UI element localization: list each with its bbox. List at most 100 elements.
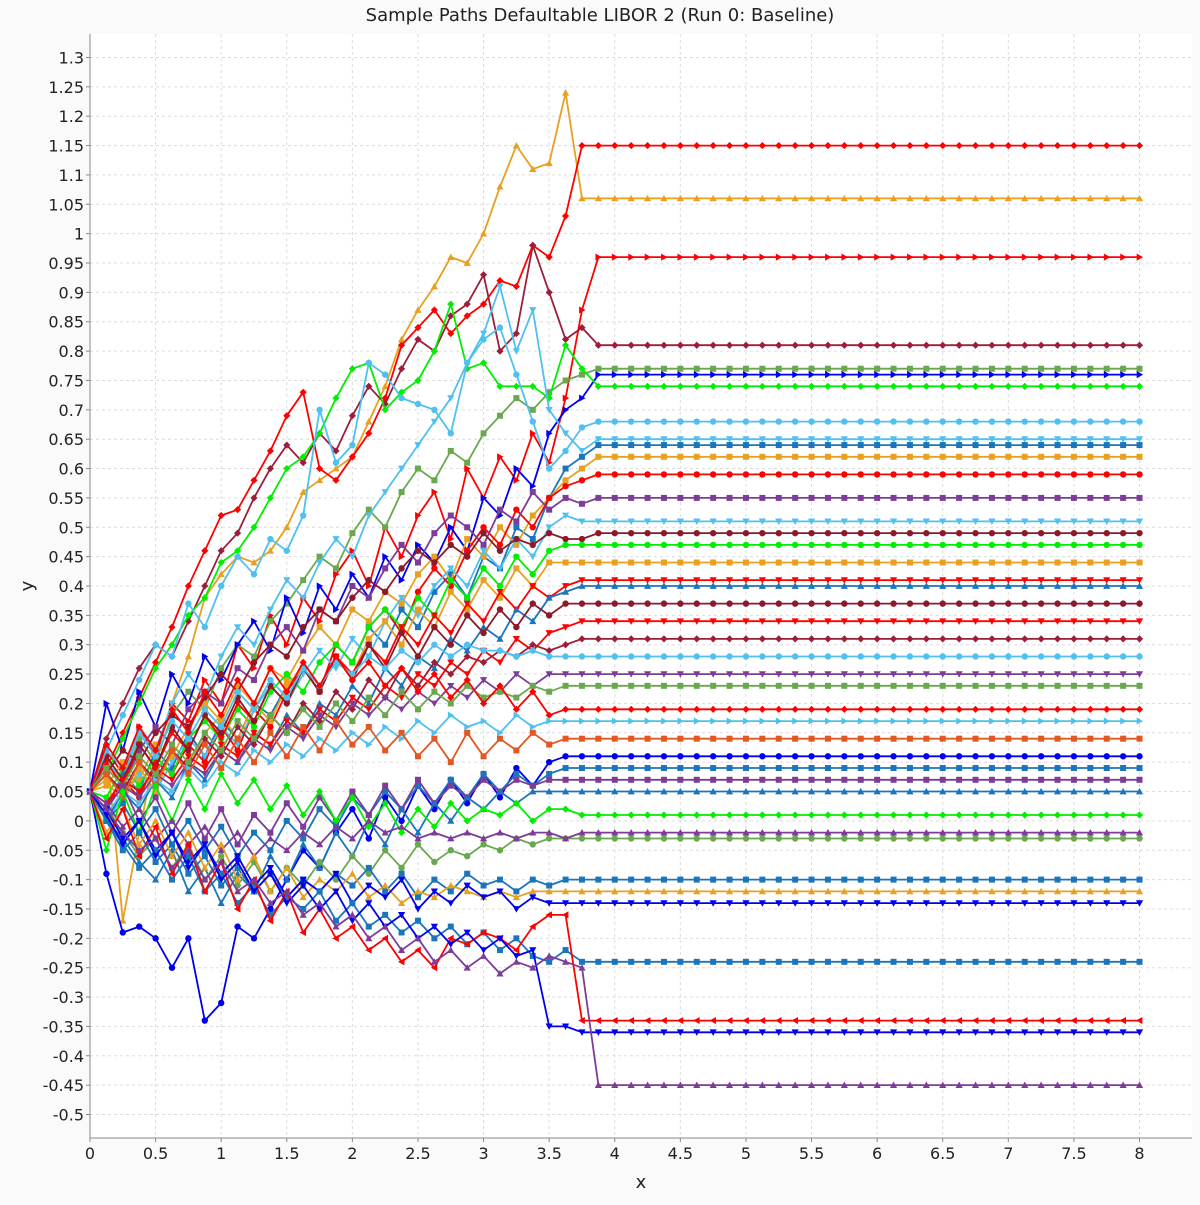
data-point bbox=[693, 600, 700, 607]
series-13 bbox=[87, 489, 1143, 795]
data-point bbox=[874, 735, 881, 742]
data-point bbox=[529, 682, 536, 689]
data-point bbox=[1053, 436, 1062, 443]
data-point bbox=[808, 442, 815, 449]
data-point bbox=[611, 900, 619, 907]
x-tick-label: 3 bbox=[478, 1144, 488, 1163]
data-point bbox=[315, 864, 324, 871]
data-point bbox=[955, 618, 963, 625]
data-point bbox=[578, 653, 586, 660]
data-point bbox=[743, 253, 750, 261]
data-point bbox=[545, 787, 553, 795]
data-point bbox=[906, 194, 914, 202]
data-point bbox=[201, 776, 209, 783]
data-point bbox=[1021, 436, 1029, 443]
data-point bbox=[447, 670, 455, 678]
data-point bbox=[841, 958, 848, 965]
data-point bbox=[676, 582, 684, 589]
data-point bbox=[693, 835, 700, 842]
data-point bbox=[447, 535, 455, 543]
data-point bbox=[1054, 494, 1061, 501]
data-point bbox=[857, 1029, 865, 1036]
data-point bbox=[1136, 682, 1143, 689]
data-point bbox=[1103, 876, 1110, 883]
data-point bbox=[939, 370, 947, 379]
data-point bbox=[709, 887, 717, 895]
data-point bbox=[119, 711, 126, 719]
data-point bbox=[1005, 776, 1012, 783]
data-point bbox=[414, 841, 422, 848]
data-point bbox=[1136, 876, 1143, 883]
data-point bbox=[381, 371, 389, 378]
data-point bbox=[561, 805, 570, 813]
data-point bbox=[119, 794, 126, 801]
data-point bbox=[283, 624, 290, 631]
data-point bbox=[184, 617, 192, 625]
x-tick-label: 2 bbox=[347, 1144, 357, 1163]
data-point bbox=[250, 759, 257, 766]
data-point bbox=[119, 823, 127, 830]
data-point bbox=[906, 876, 913, 883]
data-point bbox=[561, 212, 570, 220]
data-point bbox=[546, 882, 553, 889]
data-point bbox=[1070, 382, 1078, 390]
data-point bbox=[365, 417, 373, 425]
data-point bbox=[775, 518, 783, 526]
data-point bbox=[971, 382, 980, 390]
data-point bbox=[594, 382, 602, 390]
data-point bbox=[430, 418, 438, 426]
data-point bbox=[447, 888, 454, 895]
data-point bbox=[857, 582, 865, 589]
data-point bbox=[923, 717, 930, 725]
data-point bbox=[1087, 876, 1094, 883]
data-point bbox=[857, 671, 865, 678]
data-point bbox=[135, 794, 143, 802]
data-point bbox=[479, 894, 488, 901]
data-point bbox=[906, 753, 914, 760]
data-point bbox=[398, 606, 405, 613]
data-point bbox=[742, 582, 750, 589]
data-point bbox=[397, 594, 406, 602]
data-point bbox=[971, 1081, 980, 1089]
data-point bbox=[1038, 253, 1045, 261]
data-point bbox=[152, 794, 159, 801]
data-point bbox=[643, 811, 652, 819]
data-point bbox=[874, 453, 881, 460]
data-point bbox=[1021, 253, 1029, 261]
data-point bbox=[513, 535, 520, 543]
data-point bbox=[742, 1081, 750, 1089]
data-point bbox=[529, 600, 536, 607]
data-point bbox=[889, 635, 898, 643]
data-point bbox=[1103, 735, 1110, 742]
data-point bbox=[677, 529, 684, 537]
data-point bbox=[217, 582, 225, 590]
data-point bbox=[1135, 141, 1144, 150]
data-point bbox=[381, 665, 389, 672]
data-point bbox=[512, 348, 520, 355]
data-point bbox=[709, 436, 717, 443]
data-point bbox=[955, 787, 963, 795]
data-point bbox=[971, 635, 980, 643]
data-point bbox=[742, 365, 749, 372]
data-point bbox=[791, 787, 799, 795]
data-point bbox=[643, 1016, 651, 1025]
data-point bbox=[283, 711, 291, 719]
data-point bbox=[824, 753, 832, 760]
data-point bbox=[135, 699, 143, 708]
data-point bbox=[693, 635, 701, 643]
data-point bbox=[923, 835, 930, 842]
data-point bbox=[546, 958, 553, 965]
data-point bbox=[873, 787, 881, 795]
data-point bbox=[725, 1081, 734, 1089]
data-point bbox=[677, 876, 684, 883]
data-point bbox=[365, 706, 373, 713]
data-point bbox=[1103, 765, 1110, 772]
data-point bbox=[939, 776, 946, 783]
data-point bbox=[972, 453, 979, 460]
data-point bbox=[611, 370, 619, 379]
data-point bbox=[594, 900, 602, 907]
data-point bbox=[381, 406, 389, 414]
data-point bbox=[693, 518, 701, 526]
data-point bbox=[627, 382, 635, 390]
data-point bbox=[578, 577, 586, 584]
